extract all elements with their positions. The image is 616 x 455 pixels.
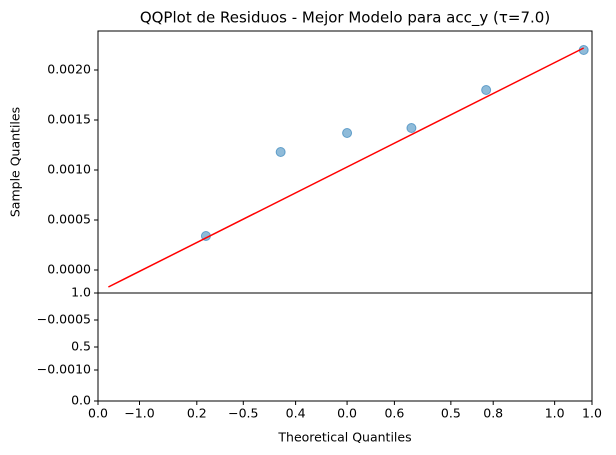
- x-tick-label: −0.5: [228, 406, 258, 421]
- y-tick-label: 0.0020: [47, 62, 91, 77]
- point: [406, 123, 417, 133]
- x-tick-label: 0.5: [441, 406, 461, 421]
- y-axis-label: Sample Quantiles: [8, 107, 23, 217]
- point: [342, 128, 353, 138]
- x-tick-label: −1.0: [124, 406, 154, 421]
- y-tick-label: −0.0010: [37, 362, 91, 377]
- x-tick-label: 0.4: [286, 406, 306, 421]
- x-tick-label: 0.6: [384, 406, 404, 421]
- y-tick-label: 0.0000: [47, 262, 91, 277]
- y-tick-label: 1.0: [71, 285, 91, 300]
- x-axis-label: Theoretical Quantiles: [277, 430, 411, 445]
- x-tick-label: 0.0: [337, 406, 357, 421]
- axes-frame: [97, 292, 593, 402]
- y-tick-label: 0.0005: [47, 212, 91, 227]
- axes-background: [98, 293, 592, 401]
- fit-line: [108, 47, 585, 288]
- y-tick-label: 0.0015: [47, 112, 91, 127]
- x-tick-label: 0.8: [483, 406, 503, 421]
- x-tick-label: 0.0: [88, 406, 108, 421]
- y-tick-label: 0.5: [71, 339, 91, 354]
- point: [275, 147, 286, 157]
- x-tick-label: 1.0: [545, 406, 565, 421]
- y-tick-label: 0.0: [71, 393, 91, 408]
- chart-title: QQPlot de Residuos - Mejor Modelo para a…: [140, 9, 550, 28]
- y-tick-label: 0.0010: [47, 162, 91, 177]
- x-tick-label: 1.0: [582, 406, 602, 421]
- point: [481, 85, 492, 95]
- x-tick-label: 0.2: [187, 406, 207, 421]
- y-tick-label: −0.0005: [37, 312, 91, 327]
